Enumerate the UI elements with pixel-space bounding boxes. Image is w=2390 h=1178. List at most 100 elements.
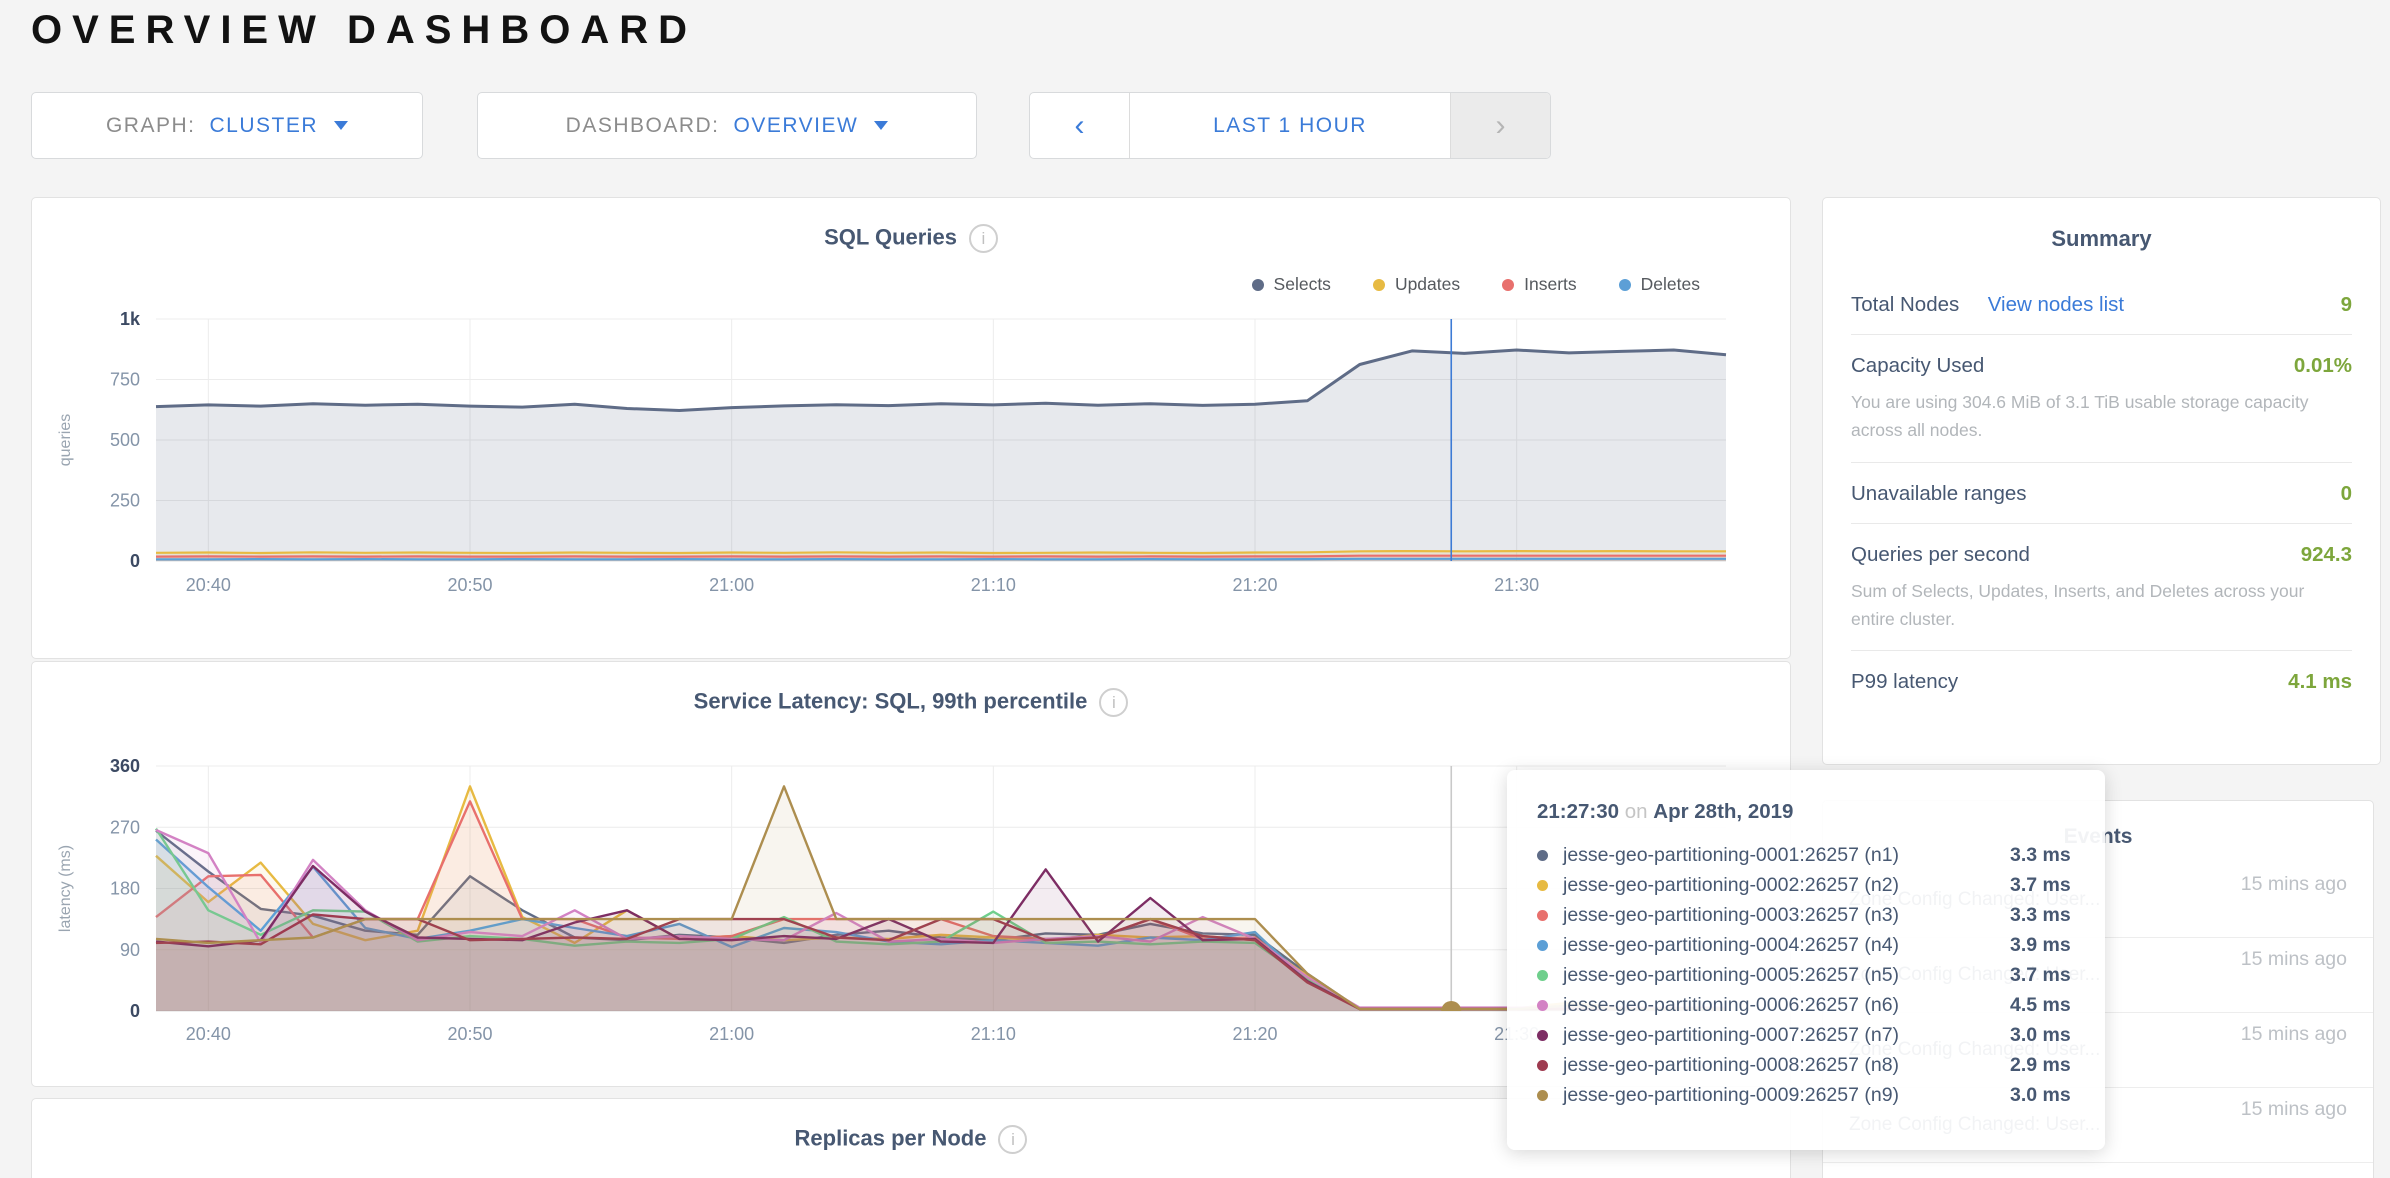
graph-dropdown[interactable]: GRAPH: CLUSTER <box>31 92 423 159</box>
svg-text:750: 750 <box>110 370 140 390</box>
legend-item-updates[interactable]: Updates <box>1372 274 1461 295</box>
tooltip-row: jesse-geo-partitioning-0008:26257 (n8) 2.… <box>1537 1050 2077 1080</box>
event-timestamp: 15 mins ago <box>2240 873 2347 895</box>
time-range-picker: ‹ LAST 1 HOUR › <box>1029 92 1551 159</box>
summary-panel: Summary Total Nodes View nodes list 9 Ca… <box>1822 197 2381 765</box>
replicas-per-node-card: Replicas per Node i <box>31 1098 1791 1178</box>
tooltip-node-value: 3.0 ms <box>2010 1083 2071 1106</box>
info-icon[interactable]: i <box>968 224 998 253</box>
series-dot-icon <box>1537 909 1548 921</box>
svg-text:latency (ms): latency (ms) <box>57 845 74 932</box>
chevron-left-icon: ‹ <box>1074 108 1085 142</box>
time-range-value[interactable]: LAST 1 HOUR <box>1213 113 1367 137</box>
svg-text:20:50: 20:50 <box>447 575 492 595</box>
summary-row-p99-latency: P99 latency 4.1 ms <box>1851 650 2352 711</box>
legend-dot-icon <box>1618 278 1631 291</box>
legend-label: Updates <box>1394 274 1461 294</box>
tooltip-node-name: jesse-geo-partitioning-0002:26257 (n2) <box>1563 873 1900 896</box>
svg-text:20:40: 20:40 <box>186 575 231 595</box>
graph-dropdown-label: GRAPH: <box>105 113 196 137</box>
tooltip-header: 21:27:30 on Apr 28th, 2019 <box>1537 800 2077 824</box>
svg-text:21:20: 21:20 <box>1232 575 1277 595</box>
legend-label: Deletes <box>1640 274 1700 294</box>
queries-per-second-label: Queries per second <box>1851 542 2030 566</box>
sql-queries-card: SQL Queries i Selects Updates Inserts Delete… <box>31 197 1791 659</box>
tooltip-node-name: jesse-geo-partitioning-0005:26257 (n5) <box>1563 963 1900 986</box>
page-title: OVERVIEW DASHBOARD <box>31 8 697 52</box>
total-nodes-label: Total Nodes <box>1851 293 1960 316</box>
series-dot-icon <box>1537 999 1548 1011</box>
chart-title-text: Replicas per Node <box>794 1125 987 1151</box>
tooltip-node-value: 3.3 ms <box>2010 903 2071 926</box>
summary-row-total-nodes: Total Nodes View nodes list 9 <box>1851 274 2352 334</box>
capacity-used-description: You are using 304.6 MiB of 3.1 TiB usabl… <box>1851 392 2309 441</box>
series-dot-icon <box>1537 939 1548 951</box>
svg-text:20:40: 20:40 <box>186 1024 231 1044</box>
tooltip-node-name: jesse-geo-partitioning-0006:26257 (n6) <box>1563 993 1900 1016</box>
tooltip-row: jesse-geo-partitioning-0004:26257 (n4) 3.… <box>1537 930 2077 960</box>
controls-bar: GRAPH: CLUSTER DASHBOARD: OVERVIEW ‹ LAS… <box>31 92 1551 159</box>
tooltip-node-value: 3.7 ms <box>2010 963 2071 986</box>
tooltip-on-text: on <box>1624 800 1648 823</box>
legend-dot-icon <box>1372 278 1385 291</box>
tooltip-node-value: 2.9 ms <box>2010 1053 2071 1076</box>
svg-text:500: 500 <box>110 430 140 450</box>
series-dot-icon <box>1537 1029 1548 1041</box>
legend-item-selects[interactable]: Selects <box>1251 274 1331 295</box>
chevron-down-icon <box>874 121 889 130</box>
service-latency-card: Service Latency: SQL, 99th percentile i 2… <box>31 661 1791 1087</box>
svg-text:1k: 1k <box>120 309 141 329</box>
service-latency-chart[interactable]: 20:4020:5021:0021:1021:2021:300901802703… <box>52 722 1772 1082</box>
tooltip-node-name: jesse-geo-partitioning-0001:26257 (n1) <box>1563 843 1900 866</box>
legend-label: Inserts <box>1524 274 1577 294</box>
chevron-down-icon <box>334 121 349 130</box>
legend-item-inserts[interactable]: Inserts <box>1502 274 1577 295</box>
series-dot-icon <box>1537 1089 1548 1101</box>
view-nodes-list-link[interactable]: View nodes list <box>1987 293 2125 316</box>
dashboard-dropdown[interactable]: DASHBOARD: OVERVIEW <box>477 92 977 159</box>
chart-legend: Selects Updates Inserts Deletes <box>1251 274 1700 295</box>
svg-text:0: 0 <box>130 1001 140 1021</box>
legend-item-deletes[interactable]: Deletes <box>1618 274 1700 295</box>
tooltip-node-value: 3.9 ms <box>2010 933 2071 956</box>
time-range-prev-button[interactable]: ‹ <box>1030 93 1130 158</box>
info-icon[interactable]: i <box>998 1125 1028 1154</box>
svg-text:360: 360 <box>110 756 140 776</box>
event-row: Zone Config Changed: User...15 mins ago <box>1823 1088 2373 1163</box>
svg-text:270: 270 <box>110 817 140 837</box>
series-dot-icon <box>1537 849 1548 861</box>
unavailable-ranges-label: Unavailable ranges <box>1851 481 2027 505</box>
summary-row-capacity-used: Capacity Used 0.01% You are using 304.6 … <box>1851 334 2352 462</box>
dashboard-dropdown-label: DASHBOARD: <box>565 113 720 137</box>
series-dot-icon <box>1537 879 1548 891</box>
graph-dropdown-value: CLUSTER <box>209 113 319 137</box>
summary-row-queries-per-second: Queries per second 924.3 Sum of Selects,… <box>1851 522 2352 651</box>
tooltip-node-name: jesse-geo-partitioning-0004:26257 (n4) <box>1563 933 1900 956</box>
event-timestamp: 15 mins ago <box>2240 1098 2347 1120</box>
tooltip-row: jesse-geo-partitioning-0002:26257 (n2) 3.… <box>1537 870 2077 900</box>
legend-dot-icon <box>1251 278 1264 291</box>
unavailable-ranges-value: 0 <box>2340 481 2352 505</box>
info-icon[interactable]: i <box>1099 688 1129 717</box>
tooltip-row: jesse-geo-partitioning-0006:26257 (n6) 4.… <box>1537 990 2077 1020</box>
svg-text:90: 90 <box>120 940 140 960</box>
total-nodes-value: 9 <box>2340 293 2352 316</box>
tooltip-node-value: 3.3 ms <box>2010 843 2071 866</box>
svg-text:21:10: 21:10 <box>971 1024 1016 1044</box>
svg-text:queries: queries <box>57 414 74 466</box>
sql-queries-chart[interactable]: 20:40 20:50 21:00 21:10 21:20 21:30 0 250 500 750… <box>52 298 1772 628</box>
tooltip-row: jesse-geo-partitioning-0001:26257 (n1) 3.… <box>1537 840 2077 870</box>
tooltip-row: jesse-geo-partitioning-0005:26257 (n5) 3.… <box>1537 960 2077 990</box>
time-range-next-button[interactable]: › <box>1450 93 1550 158</box>
tooltip-row: jesse-geo-partitioning-0003:26257 (n3) 3.… <box>1537 900 2077 930</box>
tooltip-node-name: jesse-geo-partitioning-0007:26257 (n7) <box>1563 1023 1900 1046</box>
svg-text:21:00: 21:00 <box>709 575 754 595</box>
svg-text:21:20: 21:20 <box>1232 1024 1277 1044</box>
series-dot-icon <box>1537 1059 1548 1071</box>
p99-latency-label: P99 latency <box>1851 670 1959 694</box>
queries-per-second-description: Sum of Selects, Updates, Inserts, and De… <box>1851 580 2305 630</box>
svg-text:180: 180 <box>110 879 140 899</box>
queries-per-second-value: 924.3 <box>2300 542 2352 566</box>
svg-text:21:00: 21:00 <box>709 1024 754 1044</box>
